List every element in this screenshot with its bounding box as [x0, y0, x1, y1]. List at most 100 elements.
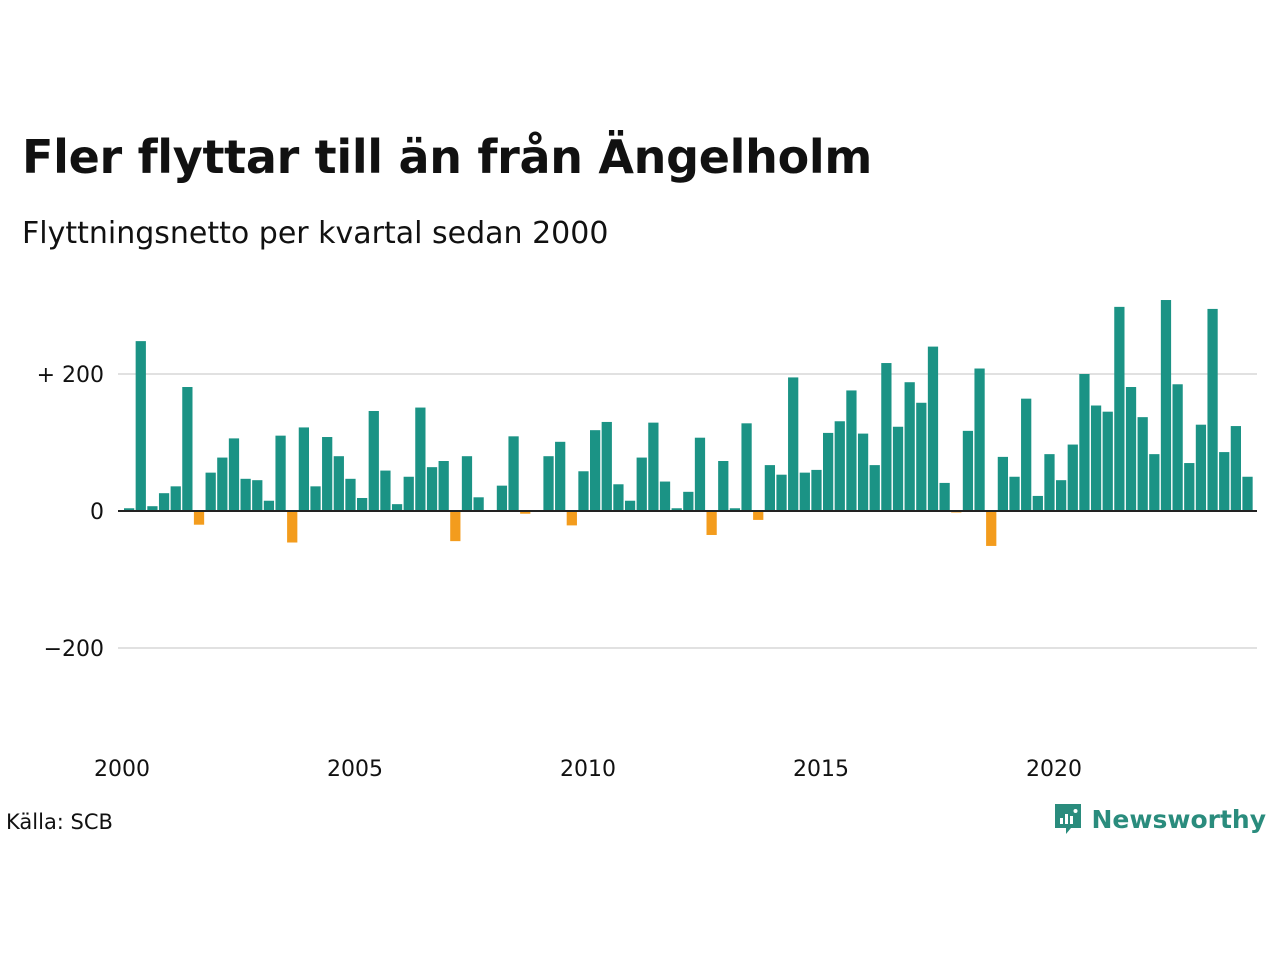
bar	[391, 504, 403, 511]
bar	[869, 465, 880, 512]
bar	[403, 476, 414, 511]
bar	[974, 368, 985, 511]
bar	[368, 410, 379, 511]
bar	[1137, 417, 1148, 511]
bar	[636, 457, 647, 511]
bar	[799, 472, 810, 511]
bar	[927, 346, 939, 511]
x-tick-label: 2010	[560, 757, 616, 782]
bar	[228, 438, 240, 511]
bar	[298, 427, 309, 511]
bar	[683, 491, 694, 511]
source-note: Källa: SCB	[6, 810, 113, 834]
bar	[450, 511, 461, 542]
bar	[1195, 424, 1207, 511]
bar	[1230, 426, 1241, 511]
bar	[1067, 444, 1078, 512]
bar	[1149, 454, 1160, 511]
bar	[764, 465, 775, 512]
bar	[671, 508, 682, 511]
y-tick-label: −200	[44, 637, 104, 662]
bar	[811, 469, 822, 511]
bar	[473, 497, 484, 511]
bar	[1219, 452, 1230, 511]
bar	[287, 511, 298, 543]
bar	[962, 430, 974, 512]
y-tick-label: + 200	[37, 363, 104, 388]
bar	[729, 508, 741, 511]
bar	[776, 474, 787, 511]
bar	[1021, 398, 1032, 511]
bar	[240, 478, 251, 512]
bar	[217, 457, 228, 511]
bar	[263, 500, 275, 512]
bar	[275, 435, 286, 511]
bar	[555, 441, 566, 511]
bar	[939, 482, 950, 512]
bar	[1079, 374, 1090, 511]
bar	[438, 461, 449, 512]
bar	[916, 402, 927, 511]
bar	[1032, 495, 1043, 511]
bar	[659, 481, 671, 512]
bar	[158, 493, 170, 511]
bar	[613, 484, 624, 511]
bar	[624, 500, 636, 512]
bar	[415, 407, 426, 511]
bar	[380, 470, 391, 511]
y-tick-label: 0	[90, 500, 104, 525]
bar	[333, 456, 344, 511]
bar	[426, 467, 438, 511]
bar	[788, 377, 799, 511]
bar	[310, 486, 321, 511]
bar	[357, 497, 368, 512]
bar	[170, 486, 181, 511]
newsworthy-logo-icon	[1054, 804, 1081, 834]
bar	[1125, 387, 1137, 511]
bar	[1242, 476, 1253, 511]
bar	[508, 436, 519, 511]
bar	[252, 480, 263, 512]
bar	[1114, 306, 1125, 511]
bar	[1207, 308, 1218, 511]
bar	[193, 511, 205, 525]
bar	[823, 432, 834, 511]
brand-name: Newsworthy	[1091, 804, 1267, 834]
x-tick-label: 2005	[327, 757, 383, 782]
chart-title: Fler flyttar till än från Ängelholm	[22, 130, 872, 184]
bar	[648, 422, 659, 511]
bar	[986, 511, 997, 546]
x-tick-label: 2020	[1026, 757, 1082, 782]
x-tick-label: 2000	[94, 757, 150, 782]
bar	[753, 511, 764, 520]
bar	[1056, 480, 1067, 512]
bar	[706, 511, 717, 535]
bar	[124, 508, 135, 511]
bar	[997, 456, 1008, 511]
bar	[718, 461, 729, 512]
brand-logo: Newsworthy	[1053, 802, 1267, 836]
bar	[1009, 476, 1020, 511]
bars	[124, 300, 1253, 546]
bar	[1160, 300, 1172, 511]
bar	[857, 433, 869, 512]
bar	[147, 506, 158, 511]
bar	[1044, 454, 1055, 511]
bar-chart: + 200 0 −200 2000 2005 2010 2015 2020	[37, 300, 1257, 782]
gridlines	[118, 373, 1257, 649]
bar	[1090, 405, 1102, 511]
bar	[543, 456, 554, 511]
bar	[566, 511, 577, 526]
bar	[1102, 411, 1113, 512]
axes: + 200 0 −200 2000 2005 2010 2015 2020	[37, 363, 1257, 782]
bar	[590, 430, 601, 511]
bar	[904, 382, 915, 511]
bar	[694, 437, 706, 511]
bar	[135, 341, 146, 511]
bar	[345, 478, 356, 512]
bar	[846, 390, 857, 511]
bar	[1184, 463, 1195, 511]
bar	[578, 471, 589, 511]
bar	[205, 472, 216, 511]
chart-subtitle: Flyttningsnetto per kvartal sedan 2000	[22, 216, 609, 251]
